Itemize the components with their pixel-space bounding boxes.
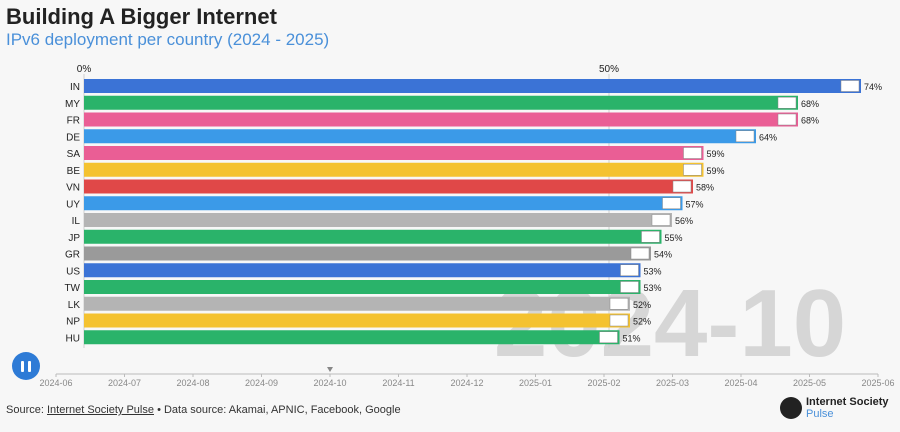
- category-label: TW: [64, 283, 80, 294]
- flag-icon: [620, 281, 639, 293]
- chart-title: Building A Bigger Internet: [6, 4, 277, 29]
- bar: [84, 196, 683, 211]
- timeline-label: 2024-09: [245, 378, 278, 388]
- value-label: 54%: [654, 250, 672, 260]
- internet-society-logo: Internet Society Pulse: [780, 396, 889, 420]
- category-label: BE: [67, 166, 81, 177]
- bar: [84, 229, 662, 244]
- timeline-label: 2024-07: [108, 378, 141, 388]
- bar-chart: 2024-10 0% 50% IN 74% MY 68% FR 68% DE 64% SA 59% BE 5…: [39, 64, 894, 388]
- chart-subtitle: IPv6 deployment per country (2024 - 2025…: [6, 30, 330, 49]
- value-label: 57%: [686, 199, 704, 209]
- category-label: IL: [72, 216, 81, 227]
- category-label: GR: [65, 250, 80, 261]
- category-label: FR: [67, 116, 80, 127]
- flag-icon: [672, 180, 692, 193]
- flag-icon: [609, 298, 629, 310]
- globe-icon: [780, 397, 802, 419]
- flag-icon: [735, 130, 755, 142]
- source-label: Source:: [6, 404, 44, 416]
- category-label: DE: [66, 132, 80, 143]
- value-label: 52%: [633, 300, 651, 310]
- bar: [84, 95, 798, 110]
- pause-icon: [21, 360, 24, 372]
- flag-icon: [609, 314, 629, 327]
- flag-icon: [641, 231, 660, 243]
- bar: [84, 79, 861, 93]
- footer: Source: Internet Society Pulse • Data so…: [6, 404, 401, 416]
- flag-icon: [777, 97, 797, 109]
- timeline-label: 2024-12: [450, 378, 483, 388]
- category-label: JP: [68, 233, 80, 244]
- flag-icon: [599, 331, 618, 343]
- timeline-label: 2025-06: [861, 378, 894, 388]
- value-label: 68%: [801, 99, 819, 109]
- value-label: 58%: [696, 183, 714, 193]
- value-label: 55%: [665, 233, 683, 243]
- data-source-text: • Data source: Akamai, APNIC, Facebook, …: [157, 404, 401, 416]
- timeline-label: 2025-04: [724, 378, 757, 388]
- timeline-marker-icon: [327, 367, 333, 372]
- timeline-label: 2024-06: [39, 378, 72, 388]
- flag-icon: [662, 197, 681, 209]
- category-label: UY: [66, 199, 80, 210]
- value-label: 59%: [707, 149, 725, 159]
- bar: [84, 330, 620, 345]
- bar: [84, 296, 630, 311]
- timeline-label: 2025-03: [656, 378, 689, 388]
- bar: [84, 263, 641, 278]
- logo-line2: Pulse: [806, 408, 834, 420]
- value-label: 68%: [801, 116, 819, 126]
- flag-icon: [651, 214, 671, 226]
- category-label: VN: [66, 183, 80, 194]
- value-label: 53%: [644, 283, 662, 293]
- pause-button[interactable]: [12, 352, 40, 380]
- bar: [84, 162, 704, 177]
- timeline-label: 2025-05: [793, 378, 826, 388]
- bar: [84, 213, 672, 227]
- flag-icon: [840, 80, 860, 92]
- value-label: 59%: [707, 166, 725, 176]
- flag-icon: [630, 247, 650, 260]
- source-link[interactable]: Internet Society Pulse: [46, 404, 154, 416]
- value-label: 56%: [675, 216, 693, 226]
- category-label: NP: [66, 317, 80, 328]
- value-label: 53%: [644, 266, 662, 276]
- bar: [84, 246, 651, 261]
- value-label: 51%: [623, 333, 641, 343]
- bar: [84, 146, 704, 160]
- value-label: 52%: [633, 317, 651, 327]
- category-label: SA: [67, 149, 81, 160]
- timeline-label: 2024-08: [176, 378, 209, 388]
- value-label: 74%: [864, 82, 882, 92]
- timeline-label: 2024-11: [382, 378, 414, 388]
- flag-icon: [777, 113, 797, 126]
- x-tick-label: 50%: [599, 64, 619, 75]
- bar: [84, 313, 630, 328]
- bar: [84, 129, 756, 144]
- category-label: IN: [70, 82, 80, 93]
- timeline-label: 2024-10: [313, 378, 346, 388]
- logo-line1: Internet Society: [806, 396, 889, 408]
- category-label: HU: [66, 333, 80, 344]
- bar: [84, 179, 693, 194]
- category-label: LK: [68, 300, 81, 311]
- timeline-label: 2025-01: [519, 378, 552, 388]
- flag-icon: [683, 164, 702, 176]
- category-label: MY: [65, 99, 80, 110]
- value-label: 64%: [759, 132, 777, 142]
- flag-icon: [620, 264, 639, 276]
- flag-icon: [683, 147, 702, 159]
- x-tick-label: 0%: [77, 64, 92, 75]
- bar: [84, 280, 641, 294]
- timeline-label: 2025-02: [587, 378, 620, 388]
- bar: [84, 112, 798, 127]
- category-label: US: [66, 266, 80, 277]
